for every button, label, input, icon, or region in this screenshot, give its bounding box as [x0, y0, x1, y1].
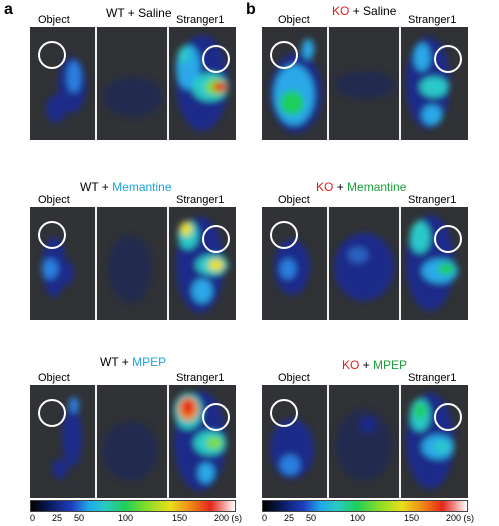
colorbar-tick: 50 — [306, 513, 317, 523]
colorbar-a — [30, 500, 236, 512]
object-label: Object — [38, 372, 70, 384]
stranger1-label: Stranger1 — [408, 194, 457, 206]
title-a-row1: WT + Saline — [106, 6, 172, 20]
colorbar-b — [262, 500, 468, 512]
plus-sign: + — [336, 180, 344, 194]
colorbar-tick: 100 — [350, 513, 366, 523]
genotype-label: KO — [316, 180, 334, 194]
colorbar-tick: 100 — [118, 513, 134, 523]
colorbar-tick: 0 — [262, 513, 268, 523]
panel-letter-b: b — [246, 1, 256, 18]
plus-sign: + — [121, 355, 129, 369]
stranger1-label: Stranger1 — [176, 194, 225, 206]
heatmap-ko-mpep — [262, 385, 468, 498]
genotype-label: WT — [106, 6, 125, 20]
treatment-label: Memantine — [112, 180, 172, 194]
object-label: Object — [278, 372, 310, 384]
title-b-row2: KO + Memantine — [316, 180, 406, 194]
title-b-row1: KO + Saline — [332, 4, 396, 18]
heatmap-ko-memantine — [262, 207, 468, 320]
genotype-label: WT — [80, 180, 99, 194]
object-label: Object — [38, 14, 70, 26]
object-label: Object — [278, 14, 310, 26]
treatment-label: MPEP — [132, 355, 167, 369]
genotype-label: KO — [342, 358, 360, 372]
panel-letter-a: a — [4, 1, 13, 18]
plus-sign: + — [352, 4, 360, 18]
object-label: Object — [278, 194, 310, 206]
heatmap-ko-saline — [262, 27, 468, 140]
stranger1-label: Stranger1 — [408, 14, 457, 26]
stranger1-label: Stranger1 — [176, 372, 225, 384]
colorbar-tick: 200 (s) — [446, 513, 475, 523]
plus-sign: + — [127, 6, 135, 20]
colorbar-tick: 150 — [404, 513, 420, 523]
heatmap-wt-saline — [30, 27, 236, 140]
stranger1-label: Stranger1 — [176, 14, 225, 26]
title-a-row3: WT + MPEP — [100, 355, 166, 369]
colorbar-tick: 200 (s) — [214, 513, 243, 523]
colorbar-tick: 25 — [284, 513, 295, 523]
heatmap-wt-memantine — [30, 207, 236, 320]
colorbar-tick: 25 — [52, 513, 63, 523]
genotype-label: KO — [332, 4, 350, 18]
colorbar-tick: 50 — [74, 513, 85, 523]
treatment-label: MPEP — [373, 358, 408, 372]
stranger1-label: Stranger1 — [408, 372, 457, 384]
plus-sign: + — [101, 180, 109, 194]
plus-sign: + — [362, 358, 370, 372]
heatmap-wt-mpep — [30, 385, 236, 498]
treatment-label: Saline — [363, 4, 397, 18]
colorbar-tick: 0 — [30, 513, 36, 523]
title-a-row2: WT + Memantine — [80, 180, 172, 194]
title-b-row3: KO + MPEP — [342, 358, 407, 372]
treatment-label: Saline — [138, 6, 172, 20]
treatment-label: Memantine — [347, 180, 407, 194]
genotype-label: WT — [100, 355, 119, 369]
object-label: Object — [38, 194, 70, 206]
colorbar-tick: 150 — [172, 513, 188, 523]
